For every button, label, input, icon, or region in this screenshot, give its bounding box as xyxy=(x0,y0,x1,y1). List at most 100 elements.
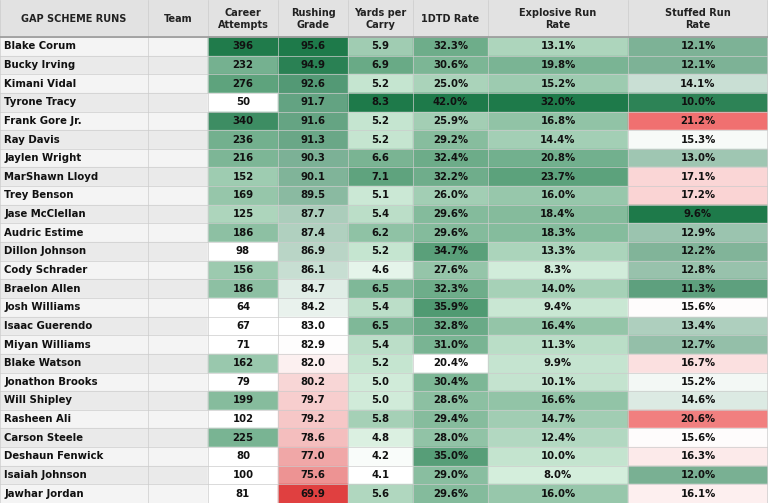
Text: 25.0%: 25.0% xyxy=(433,78,468,89)
Text: 5.8: 5.8 xyxy=(372,414,389,424)
Text: 340: 340 xyxy=(233,116,253,126)
Bar xyxy=(413,93,488,112)
Text: Jase McClellan: Jase McClellan xyxy=(4,209,85,219)
Bar xyxy=(0,74,768,93)
Text: 87.4: 87.4 xyxy=(300,228,326,238)
Text: 25.9%: 25.9% xyxy=(433,116,468,126)
Bar xyxy=(348,242,413,261)
Text: 12.1%: 12.1% xyxy=(680,41,716,51)
Text: 14.1%: 14.1% xyxy=(680,78,716,89)
Bar xyxy=(278,261,348,279)
Bar xyxy=(208,205,278,223)
Text: 10.0%: 10.0% xyxy=(680,97,716,107)
Text: 84.7: 84.7 xyxy=(300,284,326,294)
Bar xyxy=(208,261,278,279)
Bar xyxy=(278,242,348,261)
Bar xyxy=(348,373,413,391)
Bar xyxy=(488,466,628,484)
Text: 32.8%: 32.8% xyxy=(433,321,468,331)
Text: 87.7: 87.7 xyxy=(300,209,326,219)
Text: 15.6%: 15.6% xyxy=(680,433,716,443)
Bar xyxy=(278,205,348,223)
Bar xyxy=(278,429,348,447)
Text: 21.2%: 21.2% xyxy=(680,116,716,126)
Text: 12.0%: 12.0% xyxy=(680,470,716,480)
Bar xyxy=(413,261,488,279)
Text: 16.3%: 16.3% xyxy=(680,451,716,461)
Text: 169: 169 xyxy=(233,191,253,200)
Text: 11.3%: 11.3% xyxy=(680,284,716,294)
Bar xyxy=(278,447,348,466)
Text: 12.1%: 12.1% xyxy=(680,60,716,70)
Text: 91.3: 91.3 xyxy=(300,134,326,144)
Bar xyxy=(628,223,768,242)
Bar xyxy=(208,112,278,130)
Text: Jonathon Brooks: Jonathon Brooks xyxy=(4,377,98,387)
Text: 17.2%: 17.2% xyxy=(680,191,716,200)
Bar xyxy=(488,186,628,205)
Bar xyxy=(348,223,413,242)
Bar xyxy=(488,335,628,354)
Text: 30.4%: 30.4% xyxy=(433,377,468,387)
Bar xyxy=(488,373,628,391)
Text: 4.1: 4.1 xyxy=(372,470,389,480)
Text: 12.8%: 12.8% xyxy=(680,265,716,275)
Bar xyxy=(208,149,278,167)
Text: Braelon Allen: Braelon Allen xyxy=(4,284,81,294)
Bar xyxy=(278,354,348,373)
Bar xyxy=(278,298,348,316)
Text: 86.9: 86.9 xyxy=(300,246,326,257)
Text: 6.9: 6.9 xyxy=(372,60,389,70)
Bar xyxy=(208,37,278,56)
Text: 29.6%: 29.6% xyxy=(433,209,468,219)
Bar xyxy=(488,354,628,373)
Bar xyxy=(413,223,488,242)
Text: 10.0%: 10.0% xyxy=(541,451,576,461)
Bar xyxy=(348,298,413,316)
Text: Blake Watson: Blake Watson xyxy=(4,358,81,368)
Text: 26.0%: 26.0% xyxy=(433,191,468,200)
Bar xyxy=(628,56,768,74)
Bar xyxy=(628,447,768,466)
Text: 29.6%: 29.6% xyxy=(433,228,468,238)
Text: 35.0%: 35.0% xyxy=(433,451,468,461)
Bar xyxy=(488,261,628,279)
Bar xyxy=(0,0,768,37)
Text: Bucky Irving: Bucky Irving xyxy=(4,60,75,70)
Text: 5.4: 5.4 xyxy=(372,302,389,312)
Text: 186: 186 xyxy=(233,284,253,294)
Text: Career
Attempts: Career Attempts xyxy=(217,8,269,30)
Bar xyxy=(0,316,768,335)
Bar xyxy=(0,205,768,223)
Text: 92.6: 92.6 xyxy=(300,78,326,89)
Text: 152: 152 xyxy=(233,172,253,182)
Text: 396: 396 xyxy=(233,41,253,51)
Text: Deshaun Fenwick: Deshaun Fenwick xyxy=(4,451,104,461)
Bar xyxy=(0,56,768,74)
Text: 9.4%: 9.4% xyxy=(544,302,572,312)
Text: 15.2%: 15.2% xyxy=(541,78,576,89)
Bar xyxy=(628,354,768,373)
Text: 12.4%: 12.4% xyxy=(541,433,576,443)
Bar xyxy=(348,316,413,335)
Text: 232: 232 xyxy=(233,60,253,70)
Bar xyxy=(413,205,488,223)
Bar xyxy=(628,74,768,93)
Bar xyxy=(0,186,768,205)
Bar xyxy=(0,149,768,167)
Bar xyxy=(348,410,413,429)
Bar xyxy=(413,74,488,93)
Text: 236: 236 xyxy=(233,134,253,144)
Text: 20.8%: 20.8% xyxy=(541,153,576,163)
Bar xyxy=(208,335,278,354)
Bar xyxy=(278,130,348,149)
Bar xyxy=(413,186,488,205)
Text: 34.7%: 34.7% xyxy=(433,246,468,257)
Text: 5.1: 5.1 xyxy=(372,191,389,200)
Text: 16.1%: 16.1% xyxy=(680,489,716,498)
Text: 5.2: 5.2 xyxy=(372,358,389,368)
Text: 13.1%: 13.1% xyxy=(541,41,576,51)
Text: 95.6: 95.6 xyxy=(300,41,326,51)
Bar xyxy=(413,484,488,503)
Bar xyxy=(488,149,628,167)
